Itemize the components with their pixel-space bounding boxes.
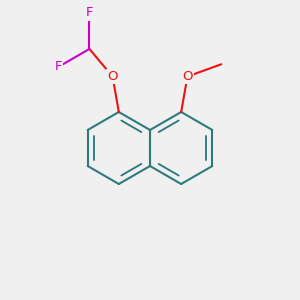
Text: F: F [55, 61, 62, 74]
Text: O: O [107, 70, 118, 83]
Text: F: F [86, 7, 93, 20]
Text: O: O [182, 70, 193, 83]
